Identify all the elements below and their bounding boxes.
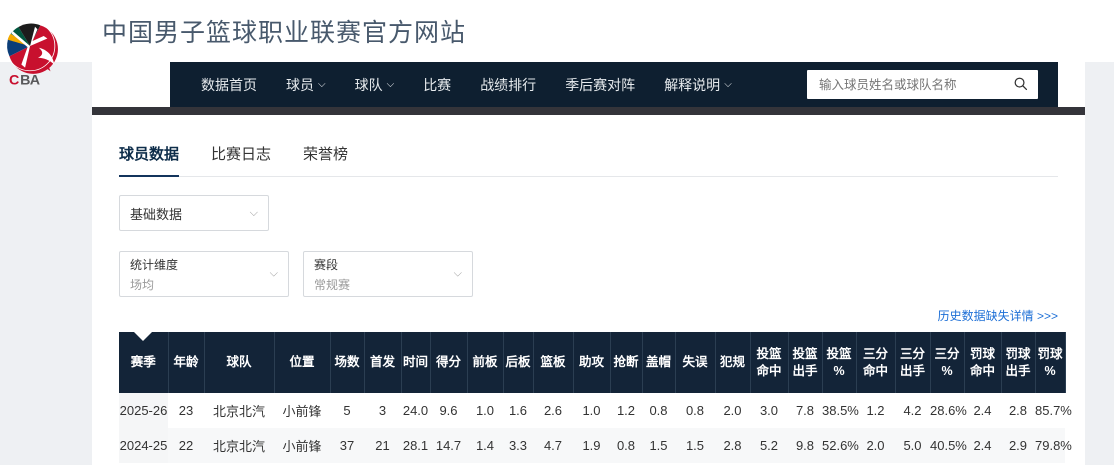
svg-text:C: C [9, 72, 19, 88]
svg-text:BA: BA [20, 72, 40, 88]
